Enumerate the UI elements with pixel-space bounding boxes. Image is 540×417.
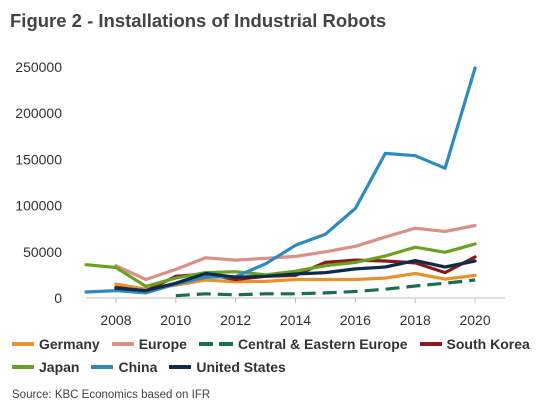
x-tick-label: 2008 [100,312,131,328]
y-tick-label: 200000 [15,105,62,121]
x-tick-label: 2012 [220,312,251,328]
legend-swatch-germany [12,341,34,346]
legend-swatch-united-states [169,364,192,369]
legend-swatch-central-eastern-europe [198,341,233,346]
legend-row-1: Germany Europe Central & Eastern Europe … [12,332,532,355]
legend-item-central-eastern-europe: Central & Eastern Europe [198,335,408,352]
legend-swatch-japan [12,364,34,369]
y-tick-label: 150000 [15,151,62,167]
series-line-europe [114,223,477,282]
series-line-japan [84,242,477,288]
chart-axes: 0 50000 100000 150000 200000 250000 2008 2010 20… [15,59,505,328]
legend-item-europe: Europe [111,335,187,352]
source-note: Source: KBC Economics based on IFR [12,389,211,401]
x-tick-label: 2014 [280,312,311,328]
y-tick-label: 250000 [15,59,62,75]
chart-legend: Germany Europe Central & Eastern Europe … [12,332,532,378]
x-tick-label: 2020 [459,312,490,328]
chart-title: Figure 2 - Installations of Industrial R… [10,10,387,31]
chart-series-lines [84,66,477,298]
line-chart: 0 50000 100000 150000 200000 250000 2008 2010 20… [15,59,505,328]
legend-label-central-eastern-europe: Central & Eastern Europe [237,335,408,352]
legend-label-south-korea: South Korea [446,335,530,352]
legend-swatch-europe [111,341,134,346]
legend-row-2: Japan China United States [12,355,532,378]
y-tick-label: 0 [54,290,62,306]
y-tick-label: 100000 [15,198,62,214]
series-line-central-and-eastern-europe [175,278,476,298]
legend-label-germany: Germany [39,335,100,352]
legend-swatch-south-korea [419,341,442,346]
legend-item-china: China [91,359,157,375]
y-tick-label: 50000 [23,244,62,260]
series-line-china [84,66,477,295]
legend-item-germany: Germany [12,336,100,352]
x-tick-label: 2018 [400,312,431,328]
legend-label-united-states: United States [196,358,286,375]
legend-label-europe: Europe [138,335,187,352]
legend-item-united-states: United States [169,358,286,375]
x-tick-label: 2016 [340,312,371,328]
legend-item-south-korea: South Korea [419,335,530,352]
legend-label-china: China [118,358,158,375]
legend-item-japan: Japan [12,359,79,375]
series-line-united-states [114,259,477,293]
x-tick-label: 2010 [160,312,191,328]
legend-swatch-china [91,364,114,369]
legend-label-japan: Japan [39,358,80,375]
